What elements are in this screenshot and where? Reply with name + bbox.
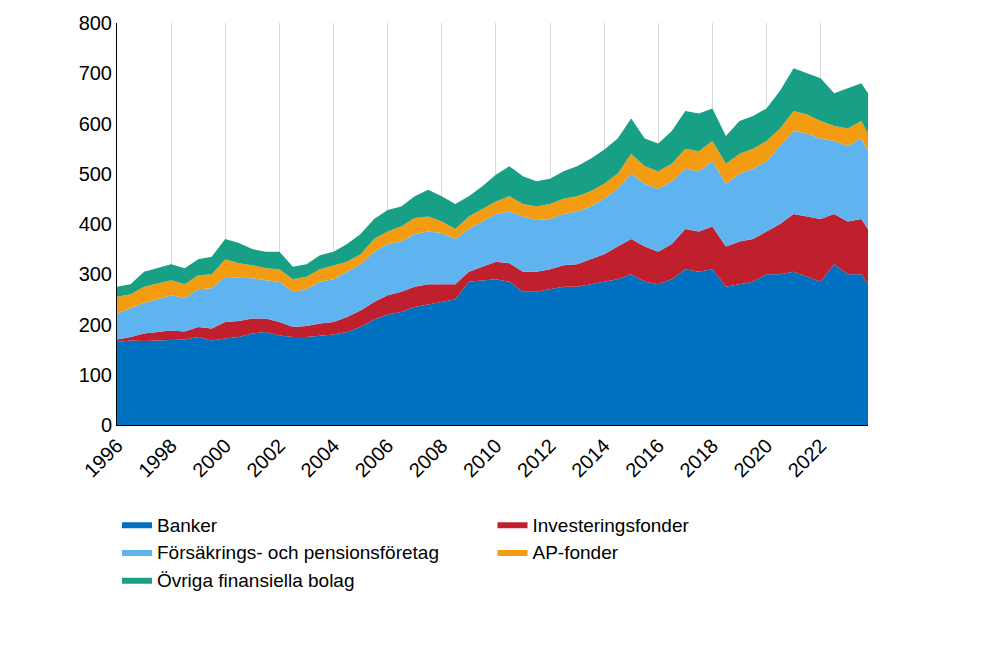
svg-text:100: 100 (79, 364, 112, 386)
svg-text:2004: 2004 (296, 434, 343, 481)
svg-text:1996: 1996 (80, 434, 127, 481)
svg-text:Investeringsfonder: Investeringsfonder (533, 515, 690, 536)
svg-text:Banker: Banker (157, 515, 218, 536)
svg-text:700: 700 (79, 62, 112, 84)
svg-text:2002: 2002 (242, 434, 289, 481)
svg-text:2000: 2000 (188, 434, 235, 481)
svg-text:1998: 1998 (134, 434, 181, 481)
svg-text:0: 0 (101, 414, 112, 436)
svg-text:2006: 2006 (351, 434, 398, 481)
svg-text:2010: 2010 (459, 434, 506, 481)
svg-text:2016: 2016 (621, 434, 668, 481)
svg-text:300: 300 (79, 263, 112, 285)
svg-text:2008: 2008 (405, 434, 452, 481)
svg-text:400: 400 (79, 213, 112, 235)
svg-text:600: 600 (79, 113, 112, 135)
svg-text:800: 800 (79, 12, 112, 34)
svg-text:2018: 2018 (675, 434, 722, 481)
svg-text:500: 500 (79, 163, 112, 185)
svg-text:Övriga finansiella bolag: Övriga finansiella bolag (157, 570, 355, 591)
svg-text:2014: 2014 (567, 434, 614, 481)
svg-text:200: 200 (79, 314, 112, 336)
svg-text:2020: 2020 (729, 434, 776, 481)
svg-text:AP-fonder: AP-fonder (533, 542, 619, 563)
svg-text:2022: 2022 (784, 434, 831, 481)
svg-text:2012: 2012 (513, 434, 560, 481)
svg-text:Försäkrings- och pensionsföret: Försäkrings- och pensionsföretag (157, 542, 439, 563)
